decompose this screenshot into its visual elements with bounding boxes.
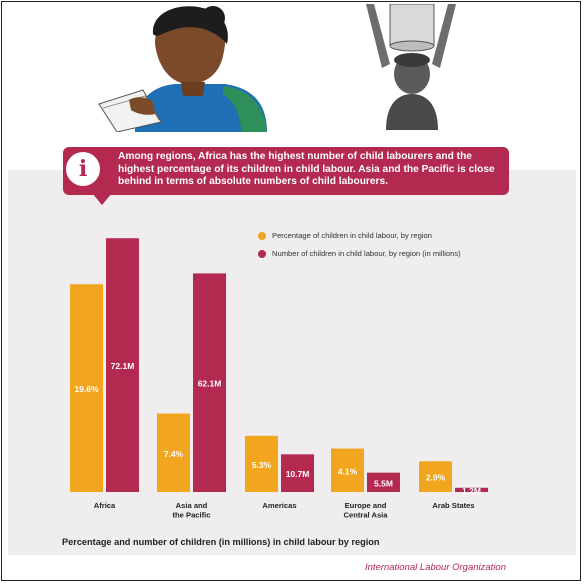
bar-number-3: [367, 472, 400, 492]
bar-percentage-3: [331, 448, 364, 492]
schoolgirl-illustration: [98, 6, 267, 132]
data-label-number-3: 5.5M: [374, 478, 393, 488]
legend-swatch-number: [258, 249, 266, 258]
data-label-number-4: 1.2M: [462, 486, 481, 496]
category-label-2: Americas: [262, 501, 296, 510]
callout-tail: [92, 193, 112, 205]
data-label-percentage-4: 2.9%: [426, 473, 446, 483]
child-carrying-bucket-illustration: [366, 4, 456, 130]
category-label-3-line-1: Central Asia: [343, 511, 388, 520]
bar-percentage-1: [157, 413, 190, 492]
category-label-1-line-0: Asia and: [176, 501, 208, 510]
bar-number-1: [193, 273, 226, 492]
data-label-percentage-3: 4.1%: [338, 466, 358, 476]
legend-item-number: Number of children in child labour, by r…: [258, 249, 461, 258]
bar-percentage-0: [70, 284, 103, 492]
info-icon: i: [66, 152, 100, 186]
chart-caption: Percentage and number of children (in mi…: [62, 537, 380, 547]
data-label-percentage-1: 7.4%: [164, 449, 184, 459]
source-credit: International Labour Organization: [364, 562, 506, 573]
category-label-4: Arab States: [432, 501, 474, 510]
data-label-number-0: 72.1M: [111, 361, 135, 371]
bar-percentage-2: [245, 435, 278, 492]
bar-number-2: [281, 454, 314, 492]
callout-box: [63, 147, 509, 195]
bar-percentage-4: [419, 461, 452, 492]
data-label-percentage-0: 19.6%: [74, 384, 99, 394]
category-label-3-line-0: Europe and: [345, 501, 387, 510]
data-label-percentage-2: 5.3%: [252, 460, 272, 470]
legend-label-number: Number of children in child labour, by r…: [272, 249, 461, 258]
legend-swatch-percentage: [258, 231, 266, 240]
legend-label-percentage: Percentage of children in child labour, …: [272, 231, 432, 240]
data-label-number-2: 10.7M: [286, 469, 310, 479]
bar-number-4: [455, 487, 488, 492]
category-label-1-line-1: the Pacific: [173, 511, 211, 520]
legend-item-percentage: Percentage of children in child labour, …: [258, 231, 432, 240]
callout-text: Among regions, Africa has the highest nu…: [118, 151, 495, 188]
data-label-number-1: 62.1M: [198, 379, 222, 389]
bar-number-0: [106, 238, 139, 492]
category-label-0: Africa: [94, 501, 116, 510]
